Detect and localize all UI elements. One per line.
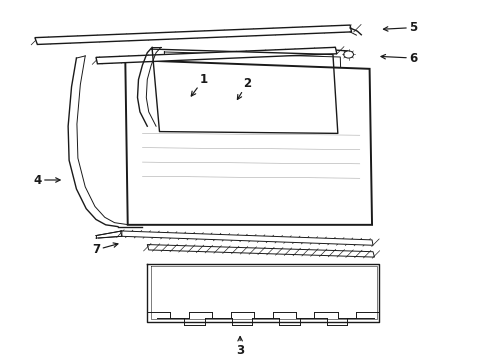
Polygon shape <box>152 49 338 134</box>
Polygon shape <box>96 47 337 64</box>
Polygon shape <box>125 60 372 225</box>
Polygon shape <box>164 52 343 135</box>
Polygon shape <box>35 25 351 44</box>
Text: 2: 2 <box>237 77 251 99</box>
Text: 5: 5 <box>384 21 417 34</box>
Text: 3: 3 <box>236 337 244 357</box>
Text: 6: 6 <box>381 51 417 64</box>
Polygon shape <box>121 231 373 245</box>
Circle shape <box>343 51 353 58</box>
Text: 4: 4 <box>33 174 60 186</box>
Text: 7: 7 <box>92 243 118 256</box>
Text: 1: 1 <box>191 73 208 96</box>
Polygon shape <box>147 244 374 257</box>
Polygon shape <box>147 264 379 321</box>
